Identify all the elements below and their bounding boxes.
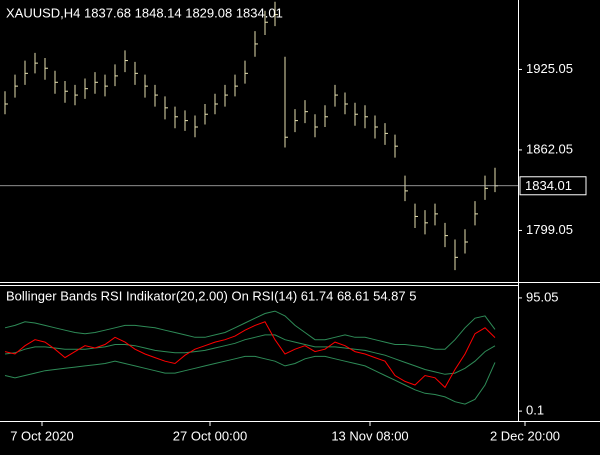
y-tick-label: 1925.05: [526, 61, 573, 76]
last-price-label: 1834.01: [525, 178, 572, 193]
last-price-box: [519, 176, 587, 196]
plot-area: [4, 1, 498, 405]
chart-title: XAUUSD,H4 1837.68 1848.14 1829.08 1834.0…: [6, 5, 283, 20]
y-tick-label: 95.05: [526, 289, 559, 304]
indicator-line: [4, 310, 496, 350]
y-tick-label: 0.1: [526, 403, 544, 418]
indicator-line: [4, 334, 496, 375]
indicator-title: Bollinger Bands RSI Indikator(20,2.00) O…: [6, 288, 416, 303]
y-tick-label: 1799.05: [526, 222, 573, 237]
y-tick-label: 1862.05: [526, 141, 573, 156]
x-tick-label: 2 Dec 20:00: [490, 428, 560, 443]
indicator-line: [4, 321, 496, 389]
x-tick-label: 7 Oct 2020: [10, 428, 74, 443]
x-tick-label: 13 Nov 08:00: [331, 428, 408, 443]
x-tick-label: 27 Oct 00:00: [173, 428, 247, 443]
indicator-line: [4, 355, 496, 405]
